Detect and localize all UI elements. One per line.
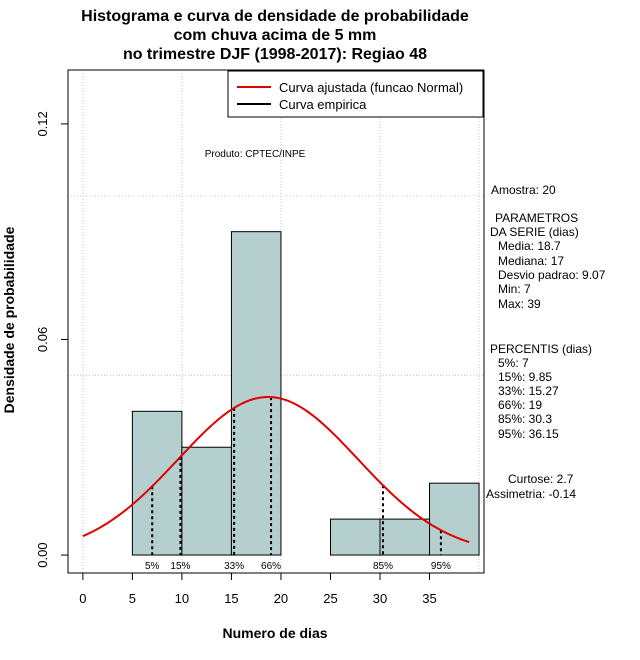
stat-p5: 5%: 7	[498, 356, 529, 370]
percentile-marker-layer: 5% 15% 33% 66% 85% 95%	[145, 397, 451, 572]
y-tick-label-1: 0.06	[35, 327, 50, 352]
percentile-label-0: 5%	[145, 561, 160, 572]
x-tick-label-10: 10	[175, 591, 189, 606]
chart-title-line-3: no trimestre DJF (1998-2017): Regiao 48	[123, 46, 427, 63]
stat-params-header-2: DA SERIE (dias)	[490, 225, 579, 239]
stat-p15: 15%: 9.85	[498, 370, 552, 384]
stat-max: Max: 39	[498, 297, 541, 311]
x-tick-label-35: 35	[422, 591, 436, 606]
stat-sample-size: Amostra: 20	[491, 183, 556, 197]
stat-skewness: Assimetria: -0.14	[486, 487, 576, 501]
legend-label-fitted-curve: Curva ajustada (funcao Normal)	[279, 80, 463, 95]
stat-params-header-1: PARAMETROS	[495, 211, 578, 225]
x-tick-label-0: 0	[79, 591, 86, 606]
percentile-label-1: 15%	[170, 561, 190, 572]
percentile-label-5: 95%	[431, 561, 451, 572]
histogram-bar-1	[181, 446, 232, 556]
histogram-bar-4	[329, 518, 381, 556]
stat-percentiles-header: PERCENTIS (dias)	[490, 342, 592, 356]
stat-p85: 85%: 30.3	[498, 412, 552, 426]
stat-p95: 95%: 36.15	[498, 427, 559, 441]
x-tick-label-15: 15	[224, 591, 238, 606]
axis-layer: 0 5 10 15 20 25 30 35 0.00 0.06 0.12	[35, 111, 437, 606]
histogram-bar-0	[131, 410, 183, 556]
stat-min: Min: 7	[498, 282, 531, 296]
chart-title-line-2: com chuva acima de 5 mm	[174, 27, 377, 44]
y-tick-label-2: 0.12	[35, 111, 50, 136]
stat-p33: 33%: 15.27	[498, 384, 559, 398]
legend-box	[227, 70, 484, 118]
stat-std-dev: Desvio padrao: 9.07	[498, 268, 606, 282]
histogram-bar-2	[230, 231, 282, 556]
legend: Curva ajustada (funcao Normal) Curva emp…	[227, 70, 484, 118]
source-note: Produto: CPTEC/INPE	[205, 149, 306, 160]
stat-median: Mediana: 17	[498, 254, 564, 268]
histogram-bar-6	[429, 482, 480, 556]
x-tick-label-5: 5	[129, 591, 136, 606]
normal-fit-curve	[82, 396, 470, 544]
stat-kurtosis: Curtose: 2.7	[508, 472, 574, 486]
legend-label-empirical-curve: Curva empirica	[279, 97, 367, 112]
percentile-label-3: 66%	[261, 561, 281, 572]
stat-mean: Media: 18.7	[498, 239, 561, 253]
x-axis-label: Numero de dias	[222, 625, 327, 641]
x-tick-label-20: 20	[274, 591, 288, 606]
chart-title-line-1: Histograma e curva de densidade de proba…	[81, 8, 469, 25]
bar-layer	[131, 231, 480, 556]
x-tick-label-30: 30	[373, 591, 387, 606]
curve-layer	[82, 396, 470, 544]
histogram-bar-5	[379, 518, 431, 556]
stats-panel: Amostra: 20 PARAMETROS DA SERIE (dias) M…	[486, 183, 606, 501]
percentile-label-2: 33%	[224, 561, 244, 572]
y-axis-label: Densidade de probabilidade	[1, 226, 17, 413]
stat-p66: 66%: 19	[498, 398, 542, 412]
y-tick-label-0: 0.00	[35, 542, 50, 567]
x-tick-label-25: 25	[323, 591, 337, 606]
percentile-label-4: 85%	[373, 561, 393, 572]
